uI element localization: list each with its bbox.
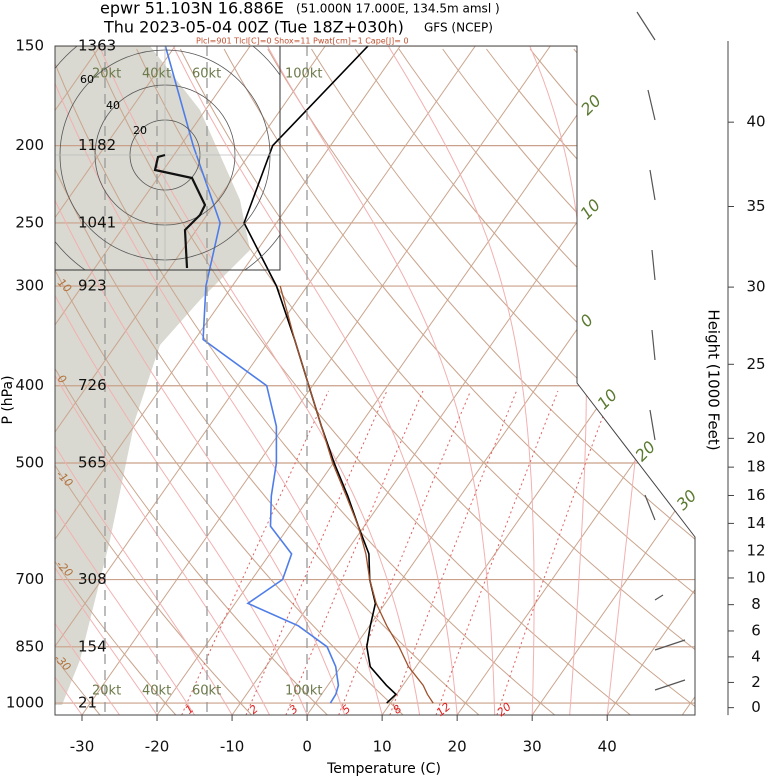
profile-line — [280, 286, 433, 703]
x-tick-label: 30 — [523, 738, 542, 756]
y2-tick-label: 4 — [751, 647, 761, 665]
x-tick-label: 20 — [448, 738, 467, 756]
y-tick-label: 700 — [15, 570, 44, 588]
height-label: 154 — [78, 637, 107, 655]
y2-tick-label: 35 — [746, 197, 765, 215]
isotherm-label: 30 — [673, 486, 701, 514]
height-label: 565 — [78, 454, 107, 472]
y2-tick-label: 2 — [751, 673, 761, 691]
mixing-ratio-line — [339, 391, 471, 715]
y-tick-label: 150 — [15, 37, 44, 55]
dry-adiabat — [530, 49, 768, 715]
x-tick-label: -10 — [220, 738, 245, 756]
dry-adiabat — [137, 49, 707, 715]
barb — [655, 595, 663, 600]
isotherm-label: 10 — [576, 195, 604, 223]
y2-tick-label: 18 — [746, 458, 765, 476]
height-label: 308 — [78, 570, 107, 588]
dry-adiabat — [486, 49, 768, 715]
y-tick-label: 850 — [15, 637, 44, 655]
mixing-ratio-line — [497, 391, 613, 715]
subtitle: Thu 2023-05-04 00Z (Tue 18Z+030h) — [103, 18, 404, 37]
x-tick-label: 40 — [598, 738, 617, 756]
y-tick-label: 500 — [15, 454, 44, 472]
y2-tick-label: 20 — [746, 429, 765, 447]
x-tick-label: -30 — [70, 738, 95, 756]
height-label: 726 — [78, 376, 107, 394]
height-label: 1363 — [78, 37, 116, 55]
moist-adiabat — [530, 46, 587, 715]
isotherm-label: 20 — [577, 91, 605, 119]
hodo-ring-label: 20 — [133, 124, 147, 137]
title: epwr 51.103N 16.886E — [100, 0, 284, 18]
dry-adiabat — [618, 49, 768, 715]
y-tick-label: 1000 — [6, 694, 44, 712]
dry-adiabat — [224, 49, 768, 715]
dry-adiabat — [180, 49, 768, 715]
barb — [637, 12, 655, 40]
x-tick-label: 10 — [373, 738, 392, 756]
y2-tick-label: 0 — [751, 698, 761, 716]
wind-label: 100kt — [285, 684, 322, 699]
y-axis-label: P (hPa) — [0, 375, 16, 424]
y2-tick-label: 12 — [746, 541, 765, 559]
isotherm-label: 10 — [593, 385, 621, 413]
dry-adiabat — [574, 49, 768, 715]
y-tick-label: 400 — [15, 376, 44, 394]
barb — [652, 250, 655, 280]
wind-barbs — [637, 12, 685, 690]
height-label: 1182 — [78, 136, 116, 154]
y-tick-label: 300 — [15, 277, 44, 295]
y2-tick-label: 40 — [746, 113, 765, 131]
y2-tick-label: 30 — [746, 278, 765, 296]
wind-label: 60kt — [192, 67, 221, 82]
x-tick-label: 0 — [302, 738, 312, 756]
barb — [652, 330, 655, 360]
y2-tick-label: 6 — [751, 621, 761, 639]
isotherm — [607, 46, 768, 715]
y2-tick-label: 16 — [746, 486, 765, 504]
indices: Plcl=901 Tlcl[C]=0 Shox=11 Pwat[cm]=1 Ca… — [196, 37, 409, 46]
model: GFS (NCEP) — [424, 21, 493, 35]
y2-tick-label: 25 — [746, 355, 765, 373]
wind-label: 20kt — [92, 67, 121, 82]
moist-adiabat — [607, 46, 657, 715]
height-label: 21 — [78, 694, 97, 712]
isotherm — [532, 46, 768, 715]
y-tick-label: 250 — [15, 213, 44, 231]
wind-label: 40kt — [142, 67, 171, 82]
barb — [650, 410, 655, 440]
height-label: 1041 — [78, 213, 116, 231]
y2-tick-label: 8 — [751, 595, 761, 613]
wind-label: 40kt — [142, 684, 171, 699]
x-tick-label: -20 — [145, 738, 170, 756]
hodo-ring-label: 40 — [106, 99, 120, 112]
barb — [650, 170, 655, 200]
barb — [655, 680, 685, 690]
y2-tick-label: 10 — [746, 568, 765, 586]
barb — [645, 495, 655, 520]
wind-label: 100kt — [285, 67, 322, 82]
location: (51.000N 17.000E, 134.5m amsl ) — [296, 2, 500, 16]
isotherm-labels: 20 10 0 10 20 30 — [576, 91, 700, 514]
isotherm-label: 0 — [576, 310, 597, 331]
wind-label: 60kt — [192, 684, 221, 699]
x-axis-label: Temperature (C) — [326, 761, 441, 777]
hodo-ring-label: 60 — [80, 73, 94, 86]
height-label: 923 — [78, 277, 107, 295]
barb — [648, 90, 655, 120]
dry-adiabat — [268, 49, 768, 715]
barb — [655, 640, 685, 650]
y2-tick-label: 14 — [746, 514, 765, 532]
y-tick-label: 200 — [15, 136, 44, 154]
y2-axis-label: Height (1000 Feet) — [705, 309, 723, 450]
